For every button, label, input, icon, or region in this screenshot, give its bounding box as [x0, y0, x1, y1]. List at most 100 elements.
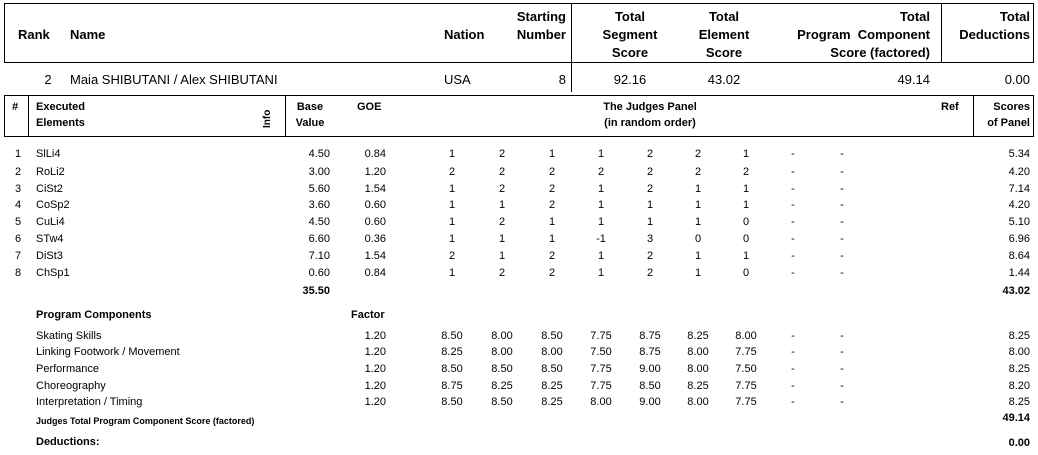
- component-name: Skating Skills: [36, 330, 102, 342]
- element-judge-score: 2: [498, 166, 506, 178]
- element-goe: 0.84: [364, 267, 386, 279]
- component-judge-score: -: [791, 363, 795, 375]
- element-judge-score: -: [791, 166, 795, 178]
- col-tss-header-2: Segment: [602, 27, 658, 42]
- col-pcs-header-2: Program Component: [797, 27, 930, 42]
- element-judge-score: 2: [646, 183, 654, 195]
- col-tes-header-2: Element: [698, 27, 750, 42]
- component-judge-score: 8.75: [441, 380, 463, 392]
- component-judge-score: -: [791, 346, 795, 358]
- element-judge-score: 1: [597, 216, 605, 228]
- component-judge-score: 8.00: [491, 346, 513, 358]
- elements-col-executed-2: Elements: [36, 117, 85, 129]
- component-judge-score: -: [840, 363, 844, 375]
- element-judge-score: 1: [597, 183, 605, 195]
- elements-col-goe: GOE: [357, 101, 382, 113]
- element-judge-score: 0: [742, 267, 750, 279]
- element-judge-score: -: [791, 216, 795, 228]
- component-judge-score: 7.50: [590, 346, 612, 358]
- component-name: Interpretation / Timing: [36, 396, 143, 408]
- element-base: 4.50: [308, 216, 330, 228]
- element-judge-score: -: [840, 183, 844, 195]
- skater-pcs: 49.14: [897, 72, 930, 87]
- element-base: 3.60: [308, 199, 330, 211]
- element-judge-score: 1: [448, 216, 456, 228]
- element-judge-score: 2: [694, 166, 702, 178]
- elements-divider-num: [28, 95, 29, 137]
- component-judge-score: -: [840, 380, 844, 392]
- deductions-label: Deductions:: [36, 436, 100, 448]
- element-name: DiSt3: [36, 250, 63, 262]
- component-judge-score: -: [840, 330, 844, 342]
- element-num: 4: [14, 199, 22, 211]
- element-judge-score: 2: [548, 183, 556, 195]
- element-base: 6.60: [308, 233, 330, 245]
- element-judge-score: -: [840, 267, 844, 279]
- col-name-header: Name: [70, 27, 106, 42]
- element-judge-score: 1: [646, 216, 654, 228]
- component-panel-score: 8.25: [1008, 396, 1030, 408]
- element-panel-score: 4.20: [1008, 166, 1030, 178]
- component-judge-score: 8.50: [491, 396, 513, 408]
- element-judge-score: 1: [694, 183, 702, 195]
- element-panel-score: 5.10: [1008, 216, 1030, 228]
- skater-rank: 2: [44, 72, 52, 87]
- component-judge-score: 8.50: [441, 330, 463, 342]
- element-judge-score: 1: [742, 148, 750, 160]
- element-judge-score: 0: [742, 233, 750, 245]
- element-judge-score: 1: [548, 148, 556, 160]
- component-judge-score: 8.00: [687, 346, 709, 358]
- skater-tss: 92.16: [613, 72, 647, 87]
- element-panel-score: 6.96: [1008, 233, 1030, 245]
- component-panel-score: 8.25: [1008, 363, 1030, 375]
- element-judge-score: 1: [498, 250, 506, 262]
- element-name: CuLi4: [36, 216, 65, 228]
- component-factor: 1.20: [364, 363, 386, 375]
- element-name: RoLi2: [36, 166, 65, 178]
- component-judge-score: 8.50: [639, 380, 661, 392]
- component-judge-score: -: [791, 380, 795, 392]
- component-judge-score: 8.25: [441, 346, 463, 358]
- component-judge-score: 8.25: [687, 380, 709, 392]
- element-base: 7.10: [308, 250, 330, 262]
- element-judge-score: 1: [694, 199, 702, 211]
- element-num: 3: [14, 183, 22, 195]
- component-judge-score: 8.00: [687, 396, 709, 408]
- pcs-total-label: Judges Total Program Component Score (fa…: [36, 416, 255, 426]
- element-judge-score: -: [840, 148, 844, 160]
- component-judge-score: 8.00: [541, 346, 563, 358]
- component-judge-score: 7.75: [590, 380, 612, 392]
- element-judge-score: 2: [646, 148, 654, 160]
- element-judge-score: 2: [498, 148, 506, 160]
- col-pcs-header-1: Total: [899, 9, 930, 24]
- element-judge-score: 1: [597, 148, 605, 160]
- element-num: 6: [14, 233, 22, 245]
- component-judge-score: 8.50: [541, 363, 563, 375]
- component-judge-score: 8.75: [639, 346, 661, 358]
- element-panel-score: 5.34: [1008, 148, 1030, 160]
- component-judge-score: 8.25: [541, 380, 563, 392]
- element-panel-score: 7.14: [1008, 183, 1030, 195]
- element-panel-score: 1.44: [1008, 267, 1030, 279]
- element-judge-score: 0: [742, 216, 750, 228]
- element-judge-score: -: [840, 233, 844, 245]
- component-judge-score: 7.75: [735, 396, 757, 408]
- skater-tes: 43.02: [707, 72, 741, 87]
- element-judge-score: 2: [742, 166, 750, 178]
- component-judge-score: 8.50: [441, 396, 463, 408]
- component-judge-score: 7.75: [735, 346, 757, 358]
- element-name: SlLi4: [36, 148, 61, 160]
- component-judge-score: 8.50: [541, 330, 563, 342]
- element-judge-score: 1: [597, 250, 605, 262]
- components-title: Program Components: [36, 309, 152, 321]
- component-panel-score: 8.00: [1008, 346, 1030, 358]
- element-judge-score: 2: [597, 166, 605, 178]
- header-divider-1: [571, 3, 572, 92]
- skater-starting-number: 8: [558, 72, 566, 87]
- element-judge-score: 1: [742, 183, 750, 195]
- element-goe: 0.84: [364, 148, 386, 160]
- element-judge-score: 1: [597, 267, 605, 279]
- element-judge-score: -: [840, 166, 844, 178]
- component-judge-score: 8.50: [491, 363, 513, 375]
- element-name: CiSt2: [36, 183, 63, 195]
